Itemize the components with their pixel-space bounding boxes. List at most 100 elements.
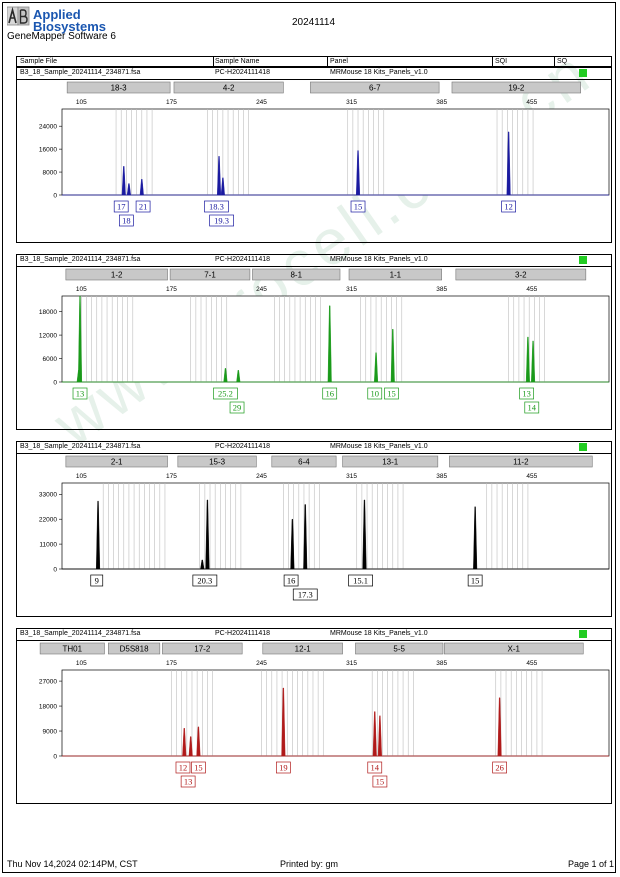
allele-box — [467, 574, 483, 587]
allele-label: 25.2 — [218, 389, 233, 399]
allele-label: 12 — [179, 763, 188, 773]
allele-call: 15.1 — [348, 574, 373, 587]
marker-bar — [262, 642, 343, 655]
peak — [96, 500, 101, 570]
allele-label: 10 — [371, 389, 380, 399]
allele-box — [384, 387, 399, 400]
column-sample-file: Sample File — [20, 58, 57, 65]
column-divider — [492, 57, 493, 66]
marker-18-3: 18-3 — [66, 81, 171, 94]
column-sqi: SQI — [495, 58, 508, 65]
allele-call: 15 — [384, 387, 399, 400]
x-tick-label: 385 — [436, 99, 447, 106]
peak — [200, 559, 205, 570]
marker-8-1: 8-1 — [252, 268, 341, 281]
marker-label: 1-1 — [390, 271, 402, 280]
y-tick-label: 8000 — [43, 169, 58, 176]
marker-bar — [65, 268, 168, 281]
marker-label: 19-2 — [508, 84, 525, 93]
column-panel: Panel — [330, 58, 348, 65]
footer-page: Page 1 of 1 — [567, 859, 614, 869]
allele-box — [367, 761, 383, 774]
marker-bar — [271, 455, 337, 468]
allele-box — [204, 200, 229, 213]
allele-call: 26 — [492, 761, 507, 774]
sample-name: PC-H2024111418 — [215, 256, 271, 263]
sample-name: PC-H2024111418 — [215, 443, 271, 450]
peak — [139, 179, 144, 196]
allele-box — [322, 387, 338, 400]
allele-call: 9 — [90, 574, 104, 587]
footer-timestamp: Thu Nov 14,2024 02:14PM, CST — [7, 859, 138, 869]
allele-label: 15 — [376, 777, 385, 787]
x-tick-label: 105 — [76, 99, 87, 106]
marker-label: 2-1 — [111, 458, 123, 467]
marker-2-1: 2-1 — [65, 455, 168, 468]
allele-box — [292, 588, 318, 601]
x-tick-label: 105 — [76, 660, 87, 667]
marker-bar — [355, 642, 444, 655]
peak — [223, 368, 228, 383]
sq-status-indicator — [579, 630, 587, 638]
report-date: 20241114 — [292, 17, 336, 28]
allele-box — [113, 200, 129, 213]
allele-call: 12 — [501, 200, 516, 213]
sample-file: B3_18_Sample_20241114_234871.fsa — [20, 69, 141, 76]
plot-area — [61, 669, 610, 757]
marker-label: 11-2 — [513, 458, 529, 467]
brand-line-2: Biosystems — [33, 19, 106, 34]
chart-green: 1-2 7-1 8-1 1-1 3-2 105 175 245 315 385 455 0 6000 12… — [39, 268, 610, 414]
marker-bar — [66, 81, 171, 94]
allele-label: 17.3 — [298, 590, 313, 600]
y-tick-label: 16000 — [39, 146, 57, 153]
chart-black: 2-1 15-3 6-4 13-1 11-2 105 175 245 315 385 455 0 110… — [39, 455, 610, 601]
sample-name: PC-H2024111418 — [215, 69, 271, 76]
column-divider — [327, 57, 328, 66]
sample-info-row: B3_18_Sample_20241114_234871.fsa PC-H2024… — [17, 68, 611, 80]
marker-bar — [342, 455, 439, 468]
brand-logo: Applied Biosystems — [6, 5, 117, 34]
peak — [327, 305, 332, 383]
allele-box — [191, 761, 206, 774]
allele-label: 19.3 — [214, 216, 229, 226]
allele-call: 15 — [191, 761, 206, 774]
marker-label: 17-2 — [194, 645, 211, 654]
y-tick-label: 24000 — [39, 124, 57, 131]
allele-box — [213, 387, 238, 400]
allele-label: 15.1 — [353, 576, 368, 586]
peak — [531, 340, 536, 383]
marker-label: TH01 — [63, 645, 83, 654]
peak — [356, 150, 361, 196]
allele-label: 18.3 — [209, 202, 224, 212]
allele-label: 13 — [184, 777, 193, 787]
allele-label: 13 — [76, 389, 85, 399]
y-tick-label: 18000 — [39, 309, 57, 316]
marker-bar — [177, 455, 257, 468]
allele-label: 14 — [528, 403, 537, 413]
x-tick-label: 245 — [256, 286, 267, 293]
allele-box — [180, 775, 196, 788]
allele-box — [519, 387, 534, 400]
plot-area — [61, 108, 610, 196]
marker-label: 7-1 — [204, 271, 216, 280]
marker-bar — [310, 81, 440, 94]
marker-bar — [449, 455, 593, 468]
allele-label: 18 — [122, 216, 130, 226]
allele-call: 10 — [367, 387, 383, 400]
x-tick-label: 245 — [256, 660, 267, 667]
marker-bar — [169, 268, 251, 281]
allele-call: 16 — [283, 574, 299, 587]
sq-status-indicator — [579, 256, 587, 264]
x-tick-label: 385 — [436, 660, 447, 667]
marker-label: 6-4 — [298, 458, 310, 467]
peak — [205, 499, 210, 570]
peak — [126, 183, 131, 196]
allele-call: 20.3 — [192, 574, 218, 587]
sample-name: PC-H2024111418 — [215, 630, 271, 637]
x-tick-label: 175 — [166, 286, 177, 293]
software-name: GeneMapper Software 6 — [7, 31, 116, 42]
allele-call: 14 — [367, 761, 383, 774]
marker-bar — [173, 81, 284, 94]
panel-name: MRMouse 18 Kits_Panels_v1.0 — [330, 256, 428, 263]
